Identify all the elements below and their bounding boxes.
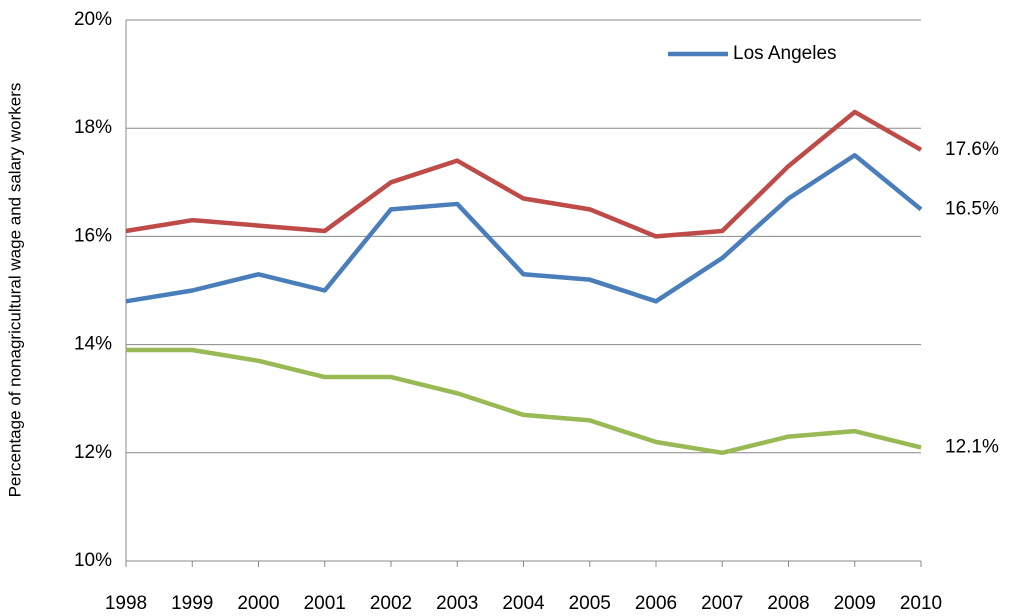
y-tick-label: 18% xyxy=(74,117,112,138)
series-line xyxy=(126,347,922,456)
x-tick-label: 2009 xyxy=(834,593,876,614)
x-tick-label: 2000 xyxy=(237,593,279,614)
value-label: 16.5% xyxy=(945,198,999,219)
legend-label: Los Angeles xyxy=(733,43,837,64)
y-tick-label: 16% xyxy=(74,225,112,246)
x-tick-label: 2008 xyxy=(767,593,809,614)
x-tick-label: 1998 xyxy=(105,593,147,614)
series-line xyxy=(125,153,923,304)
value-label: 17.6% xyxy=(945,139,999,160)
x-tick-label: 2001 xyxy=(304,593,346,614)
x-tick-label: 2003 xyxy=(436,593,478,614)
x-tick-label: 2010 xyxy=(900,593,942,614)
x-tick-label: 2006 xyxy=(635,593,677,614)
x-tick-label: 2002 xyxy=(370,593,412,614)
x-tick-label: 2005 xyxy=(569,593,611,614)
y-axis-label: Percentage of nonagricultural wage and s… xyxy=(5,83,24,498)
x-tick-label: 2007 xyxy=(701,593,743,614)
series-line xyxy=(125,109,923,239)
x-tick-label: 1999 xyxy=(171,593,213,614)
value-label: 12.1% xyxy=(945,436,999,457)
x-tick-label: 2004 xyxy=(502,593,545,614)
y-tick-label: 12% xyxy=(74,442,112,463)
y-tick-label: 20% xyxy=(74,9,112,30)
y-tick-label: 14% xyxy=(74,334,112,355)
y-tick-label: 10% xyxy=(74,550,112,571)
